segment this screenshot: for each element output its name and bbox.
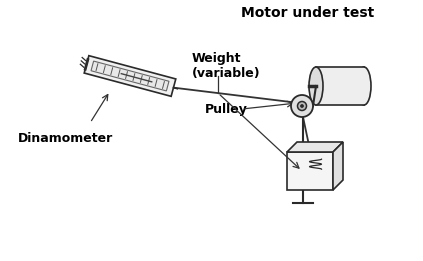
- Polygon shape: [91, 61, 169, 91]
- Text: Dinamometer: Dinamometer: [18, 133, 113, 145]
- Text: Weight
(variable): Weight (variable): [192, 52, 261, 80]
- FancyBboxPatch shape: [287, 152, 333, 190]
- Ellipse shape: [297, 102, 307, 110]
- Text: Motor under test: Motor under test: [242, 6, 375, 20]
- Ellipse shape: [309, 67, 323, 105]
- Ellipse shape: [357, 67, 371, 105]
- Ellipse shape: [291, 95, 313, 117]
- FancyBboxPatch shape: [316, 67, 364, 105]
- Polygon shape: [287, 142, 343, 152]
- Polygon shape: [84, 56, 176, 96]
- Text: Pulley: Pulley: [205, 103, 248, 116]
- Ellipse shape: [300, 104, 303, 108]
- Polygon shape: [333, 142, 343, 190]
